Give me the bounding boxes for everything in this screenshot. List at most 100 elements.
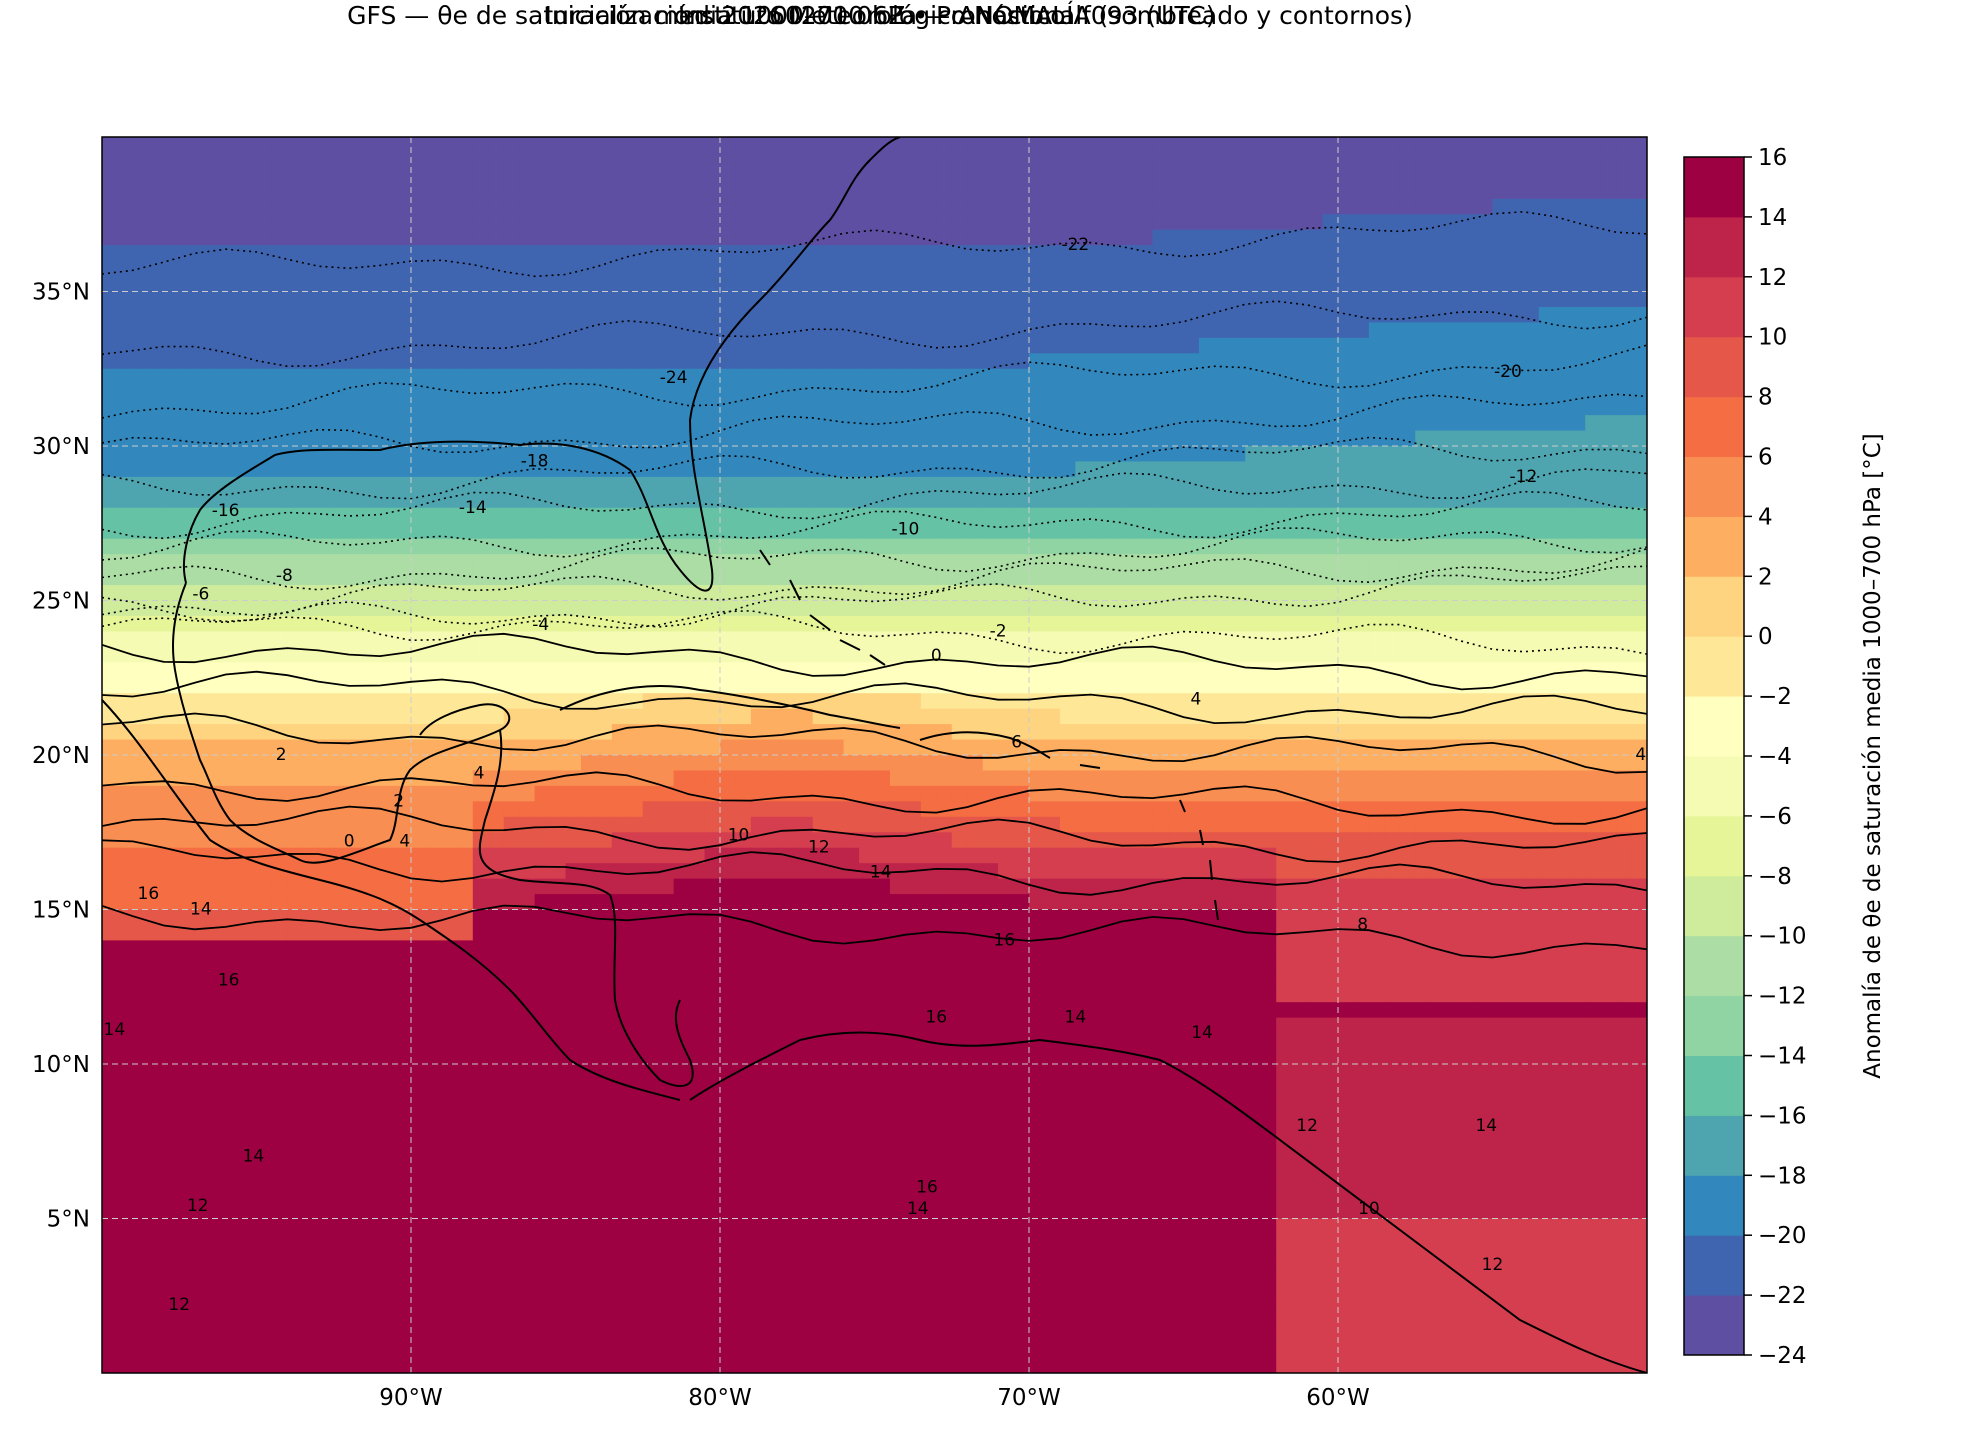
field-cell <box>302 863 319 880</box>
field-cell <box>1121 631 1138 648</box>
field-cell <box>225 739 242 756</box>
field-cell <box>1106 415 1123 432</box>
field-cell <box>1121 615 1138 632</box>
field-cell <box>550 646 567 663</box>
field-cell <box>611 492 628 509</box>
field-cell <box>1229 816 1246 833</box>
field-cell <box>302 615 319 632</box>
field-cell <box>1291 554 1308 571</box>
field-cell <box>333 399 350 416</box>
field-cell <box>472 167 489 184</box>
field-cell <box>1477 337 1494 354</box>
field-cell <box>1538 446 1555 463</box>
field-cell <box>534 399 551 416</box>
field-cell <box>1538 384 1555 401</box>
field-cell <box>1631 507 1647 524</box>
field-cell <box>210 137 227 154</box>
field-cell <box>797 770 814 787</box>
field-cell <box>596 523 613 540</box>
field-cell <box>627 538 644 555</box>
field-cell <box>534 863 551 880</box>
field-cell <box>117 847 134 864</box>
field-cell <box>488 229 505 246</box>
field-cell <box>333 461 350 478</box>
field-cell <box>843 291 860 308</box>
field-cell <box>889 399 906 416</box>
field-cell <box>488 492 505 509</box>
field-cell <box>828 724 845 741</box>
field-cell <box>750 755 767 772</box>
field-cell <box>271 152 288 169</box>
field-cell <box>1569 646 1586 663</box>
field-cell <box>472 291 489 308</box>
field-cell <box>1446 600 1463 617</box>
field-cell <box>194 863 211 880</box>
field-cell <box>1430 368 1447 385</box>
field-cell <box>1585 430 1602 447</box>
field-cell <box>349 183 366 200</box>
field-cell <box>843 167 860 184</box>
field-cell <box>1600 353 1617 370</box>
field-cell <box>1260 399 1277 416</box>
field-cell <box>967 847 984 864</box>
field-cell <box>1214 770 1231 787</box>
field-cell <box>550 739 567 756</box>
field-cell <box>256 152 273 169</box>
field-cell <box>1523 631 1540 648</box>
field-cell <box>349 816 366 833</box>
field-cell <box>704 739 721 756</box>
field-cell <box>1368 538 1385 555</box>
field-cell <box>534 183 551 200</box>
field-cell <box>920 306 937 323</box>
field-cell <box>380 785 397 802</box>
field-cell <box>658 399 675 416</box>
field-cell <box>117 152 134 169</box>
field-cell <box>1399 337 1416 354</box>
field-cell <box>1198 646 1215 663</box>
field-cell <box>256 662 273 679</box>
field-cell <box>1075 600 1092 617</box>
field-cell <box>1430 229 1447 246</box>
field-cell <box>488 306 505 323</box>
field-cell <box>951 245 968 262</box>
field-cell <box>766 739 783 756</box>
field-cell <box>1075 229 1092 246</box>
field-cell <box>519 878 536 895</box>
field-cell <box>1059 878 1076 895</box>
field-cell <box>1538 739 1555 756</box>
field-cell <box>349 801 366 818</box>
field-cell <box>1044 229 1061 246</box>
field-cell <box>210 291 227 308</box>
field-cell <box>1353 600 1370 617</box>
field-cell <box>364 631 381 648</box>
field-cell <box>689 430 706 447</box>
field-cell <box>318 198 335 215</box>
field-cell <box>1415 631 1432 648</box>
field-cell <box>843 693 860 710</box>
field-cell <box>982 631 999 648</box>
field-cell <box>550 569 567 586</box>
field-cell <box>580 801 597 818</box>
field-cell <box>349 724 366 741</box>
field-cell <box>766 662 783 679</box>
field-cell <box>472 415 489 432</box>
field-cell <box>1152 693 1169 710</box>
field-cell <box>596 353 613 370</box>
field-cell <box>1538 260 1555 277</box>
field-cell <box>750 631 767 648</box>
field-cell <box>998 801 1015 818</box>
field-cell <box>210 229 227 246</box>
field-cell <box>1507 847 1524 864</box>
field-cell <box>1616 229 1633 246</box>
field-cell <box>689 863 706 880</box>
field-cell <box>457 523 474 540</box>
field-cell <box>441 755 458 772</box>
field-cell <box>271 801 288 818</box>
field-cell <box>967 415 984 432</box>
field-cell <box>333 631 350 648</box>
field-cell <box>1446 569 1463 586</box>
field-cell <box>658 585 675 602</box>
field-cell <box>1477 276 1494 293</box>
field-cell <box>642 137 659 154</box>
field-cell <box>519 847 536 864</box>
